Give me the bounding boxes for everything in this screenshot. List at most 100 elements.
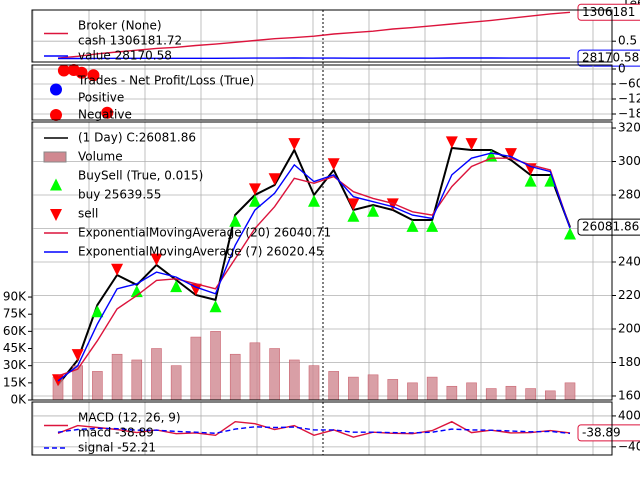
sell-marker <box>189 283 202 296</box>
volume-bar <box>289 359 300 401</box>
volume-bar <box>485 388 497 401</box>
volume-bar <box>210 331 221 401</box>
legend-dot <box>50 83 62 96</box>
legend-label: value 28170.58 <box>78 49 172 63</box>
last-value-tag <box>577 424 640 442</box>
sell-marker <box>248 183 261 196</box>
sell-marker <box>445 136 458 149</box>
trade-marker <box>57 64 70 77</box>
series-line <box>57 420 571 438</box>
series-line <box>58 57 570 60</box>
panel-frame <box>31 401 613 456</box>
volume-bar <box>229 353 241 401</box>
series-line <box>57 11 571 59</box>
legend-bar <box>43 151 67 163</box>
y-tick-label: 16000 <box>618 388 640 402</box>
legend-group: BuySell (True, 0.015) <box>78 169 203 183</box>
sell-marker <box>347 198 360 211</box>
last-value-label: -38.89 <box>582 425 621 439</box>
y2-tick-label: 45K <box>3 341 27 355</box>
panel-frame <box>31 64 613 121</box>
buy-marker <box>130 285 143 298</box>
volume-bar <box>348 376 359 401</box>
buy-marker <box>406 219 419 232</box>
sell-marker <box>288 138 301 151</box>
volume-bar <box>131 359 143 401</box>
y-tick-label: 22000 <box>618 288 640 302</box>
y2-tick-label: 15K <box>3 375 27 389</box>
series-line <box>57 152 571 382</box>
legend-label: Positive <box>78 91 124 105</box>
sell-marker <box>327 158 340 171</box>
series-line <box>57 157 571 377</box>
legend-label: signal -52.21 <box>78 441 156 455</box>
volume-bar <box>151 348 162 401</box>
panel-frame <box>31 9 613 63</box>
y-tick-label: −1800 <box>618 107 640 121</box>
trade-marker <box>101 106 114 119</box>
y-tick-label: −600 <box>618 77 640 91</box>
y-tick-label: 24000 <box>618 255 640 269</box>
series-line <box>57 426 571 435</box>
y-tick-label: −400 <box>618 439 640 453</box>
last-value-label: 28170.58 <box>582 51 639 65</box>
legend-title: MACD (12, 26, 9) <box>78 411 181 425</box>
volume-bar <box>387 379 399 401</box>
y2-tick-label: 0K <box>10 393 27 407</box>
legend-title: Trades - Net Profit/Loss (True) <box>77 74 254 88</box>
y2-tick-label: 90K <box>3 290 27 304</box>
y2-tick-label: 60K <box>3 324 27 338</box>
buy-marker <box>544 174 557 187</box>
legend-label: buy 25639.55 <box>78 188 161 202</box>
sell-marker <box>465 138 478 151</box>
legend-label: sell <box>78 207 98 221</box>
volume-bar <box>564 382 576 401</box>
buy-marker <box>367 204 380 217</box>
volume-bar <box>269 348 280 401</box>
sell-marker <box>111 263 124 276</box>
legend-dot <box>50 109 62 121</box>
last-value-tag <box>577 218 640 236</box>
volume-bar <box>545 390 556 401</box>
y2-tick-label: 75K <box>3 307 27 321</box>
legend-title: Broker (None) <box>78 19 162 33</box>
y-tick-label: 20000 <box>618 321 640 335</box>
volume-bar <box>446 385 458 401</box>
legend-label: ExponentialMovingAverage (7) 26020.45 <box>78 245 323 259</box>
volume-bar <box>426 376 438 401</box>
volume-bar <box>308 365 320 401</box>
buy-marker <box>91 305 104 318</box>
sell-marker <box>150 253 163 266</box>
volume-bar <box>249 342 261 401</box>
buy-marker <box>347 209 360 222</box>
panel-frame <box>31 121 613 401</box>
y-tick-label: 30000 <box>618 154 640 168</box>
buy-marker <box>308 194 320 207</box>
legend-buy <box>50 178 62 191</box>
volume-bar <box>92 371 103 401</box>
trade-marker <box>87 69 100 82</box>
buy-marker <box>426 219 439 232</box>
sell-marker <box>71 349 84 362</box>
legend-label: Volume <box>78 150 123 164</box>
y-tick-label: 28000 <box>618 188 640 202</box>
legend-sell <box>50 209 62 221</box>
y-tick-label: 18000 <box>618 355 640 369</box>
volume-bar <box>190 336 202 401</box>
sell-marker <box>386 198 399 211</box>
y-tick-label: 0 <box>618 62 626 76</box>
buy-marker <box>170 280 183 293</box>
volume-bar <box>466 382 477 401</box>
buy-marker <box>229 214 242 227</box>
volume-bar <box>328 371 339 401</box>
legend-label: ExponentialMovingAverage (20) 26040.71 <box>78 226 331 240</box>
sell-marker <box>504 148 517 161</box>
last-value-label: 1306181 <box>582 5 635 19</box>
buy-marker <box>209 300 222 313</box>
volume-bar <box>407 382 418 401</box>
legend-label: macd -38.89 <box>78 426 154 440</box>
buy-marker <box>248 194 261 207</box>
y-tick-label: 32000 <box>618 121 640 135</box>
volume-bar <box>111 353 123 401</box>
